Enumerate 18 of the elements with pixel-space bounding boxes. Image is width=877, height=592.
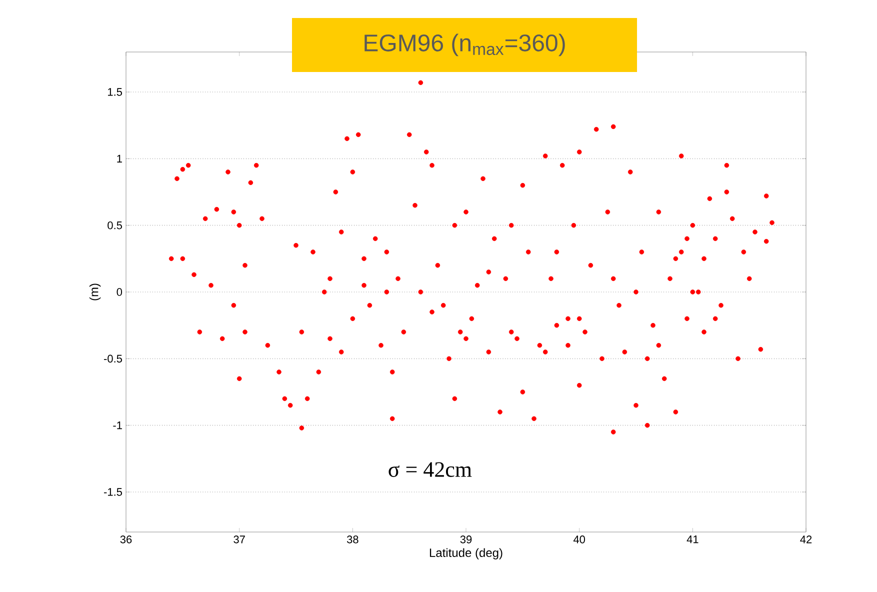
x-tick-label: 39 xyxy=(460,536,472,544)
y-tick-label: -1.5 xyxy=(104,488,122,496)
y-tick-label: 0.5 xyxy=(108,221,122,230)
y-tick-label: -0.5 xyxy=(104,354,122,363)
x-tick-label: 40 xyxy=(573,536,586,544)
annotation: σ = 42cm xyxy=(388,462,472,477)
x-tick-label: 36 xyxy=(120,536,132,544)
chart-title: EGM96 (n$_{max}$=360) xyxy=(364,34,565,56)
x-axis-title: Latitude (deg) xyxy=(430,548,502,560)
y-tick-label: 1.5 xyxy=(108,88,122,96)
y-tick-label: 1 xyxy=(117,154,122,162)
y-tick-label: -1 xyxy=(113,422,122,430)
y-axis-title: (m) xyxy=(89,284,101,300)
y-tick-label: 0 xyxy=(116,288,122,296)
x-tick-label: 41 xyxy=(686,536,698,544)
x-tick-label: 42 xyxy=(800,536,812,544)
x-tick-label: 37 xyxy=(234,536,245,544)
x-tick-label: 38 xyxy=(346,536,358,544)
